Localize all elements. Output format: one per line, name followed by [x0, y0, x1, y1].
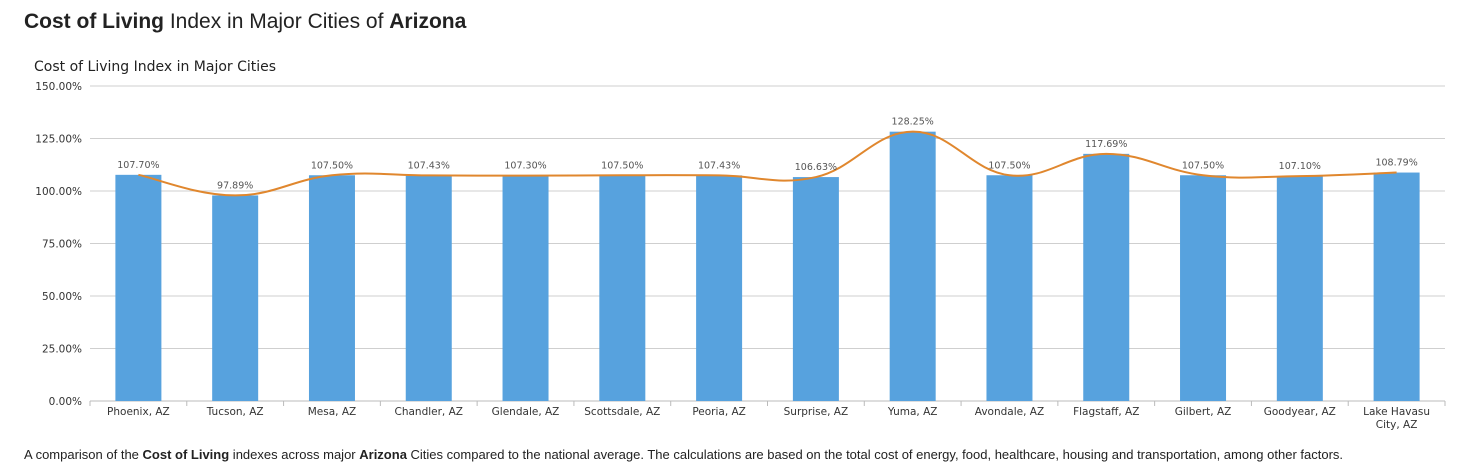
y-tick-label: 150.00%	[35, 81, 82, 93]
bar	[1276, 176, 1323, 401]
cost-of-living-chart: Cost of Living Index in Major Cities 0.0…	[34, 59, 1446, 431]
bar	[599, 175, 646, 401]
bar	[1180, 175, 1227, 401]
x-category-label: Surprise, AZ	[784, 406, 849, 418]
caption-part-1: A comparison of the	[24, 447, 143, 462]
data-label: 107.30%	[504, 161, 546, 172]
x-category-label: Lake Havasu City, AZ	[1363, 406, 1430, 431]
bar	[115, 174, 162, 401]
x-category-label: Gilbert, AZ	[1175, 406, 1232, 418]
bar	[792, 177, 839, 401]
bar	[212, 195, 259, 401]
bar	[986, 175, 1033, 401]
x-category-label: Mesa, AZ	[308, 406, 356, 418]
trend-line-layer	[138, 130, 1397, 197]
caption-part-2: indexes across major	[229, 447, 360, 462]
data-label: 107.43%	[698, 160, 740, 171]
caption-bold-1: Cost of Living	[142, 447, 230, 462]
x-category-label: Phoenix, AZ	[107, 406, 170, 418]
page-title: Cost of Living Index in Major Cities of …	[24, 10, 466, 34]
page-title-bold-1: Cost of Living	[24, 10, 164, 33]
chart-caption: A comparison of the Cost of Living index…	[24, 447, 1464, 462]
chart-title: Cost of Living Index in Major Cities	[34, 59, 276, 75]
data-labels: 107.70% 97.89% 107.50% 107.43% 107.30% 107.50…	[117, 117, 1417, 192]
data-label: 107.50%	[1182, 160, 1224, 171]
caption-bold-2: Arizona	[359, 447, 407, 462]
gridlines	[89, 85, 1446, 406]
x-category-label: Avondale, AZ	[975, 406, 1044, 418]
bar	[1373, 172, 1420, 401]
x-category-label: Yuma, AZ	[887, 406, 938, 418]
data-label: 97.89%	[217, 180, 253, 191]
chart-container: Cost of Living Index in Major Cities 0.0…	[0, 52, 1468, 438]
trend-line	[138, 130, 1397, 197]
data-label: 107.70%	[117, 160, 159, 171]
x-category-label: Scottsdale, AZ	[584, 406, 660, 418]
data-label: 106.63%	[795, 162, 837, 173]
data-label: 107.43%	[408, 160, 450, 171]
y-tick-label: 0.00%	[49, 396, 82, 408]
data-label: 108.79%	[1375, 158, 1417, 169]
x-category-label: Flagstaff, AZ	[1073, 406, 1139, 418]
y-tick-label: 75.00%	[42, 239, 82, 251]
bars	[115, 131, 1420, 402]
x-category-label: Peoria, AZ	[692, 406, 746, 418]
y-axis-tick-labels: 0.00% 25.00% 50.00% 75.00% 100.00% 125.00% 150…	[35, 81, 82, 408]
data-label: 107.50%	[601, 160, 643, 171]
bar	[405, 175, 452, 401]
bar	[889, 131, 936, 402]
bar	[502, 175, 549, 401]
bar	[1083, 153, 1130, 401]
bar	[696, 175, 743, 401]
x-category-label: Tucson, AZ	[206, 406, 264, 418]
y-tick-label: 50.00%	[42, 291, 82, 303]
data-label: 117.69%	[1085, 139, 1127, 150]
data-label: 107.50%	[988, 160, 1030, 171]
y-tick-label: 25.00%	[42, 344, 82, 356]
caption-part-3: Cities compared to the national average.…	[406, 447, 1344, 462]
y-tick-label: 125.00%	[35, 134, 82, 146]
page-title-middle: Index in Major Cities of	[164, 10, 390, 33]
page-title-bold-2: Arizona	[389, 10, 467, 33]
x-category-label: Glendale, AZ	[492, 406, 560, 418]
bar	[308, 175, 355, 401]
x-axis-category-labels: Phoenix, AZ Tucson, AZ Mesa, AZ Chandler, A…	[107, 406, 1430, 431]
x-category-label: Chandler, AZ	[395, 406, 464, 418]
x-category-label: Goodyear, AZ	[1264, 406, 1336, 418]
y-tick-label: 100.00%	[35, 186, 82, 198]
data-label: 128.25%	[892, 117, 934, 128]
data-label: 107.50%	[311, 160, 353, 171]
data-label: 107.10%	[1279, 161, 1321, 172]
